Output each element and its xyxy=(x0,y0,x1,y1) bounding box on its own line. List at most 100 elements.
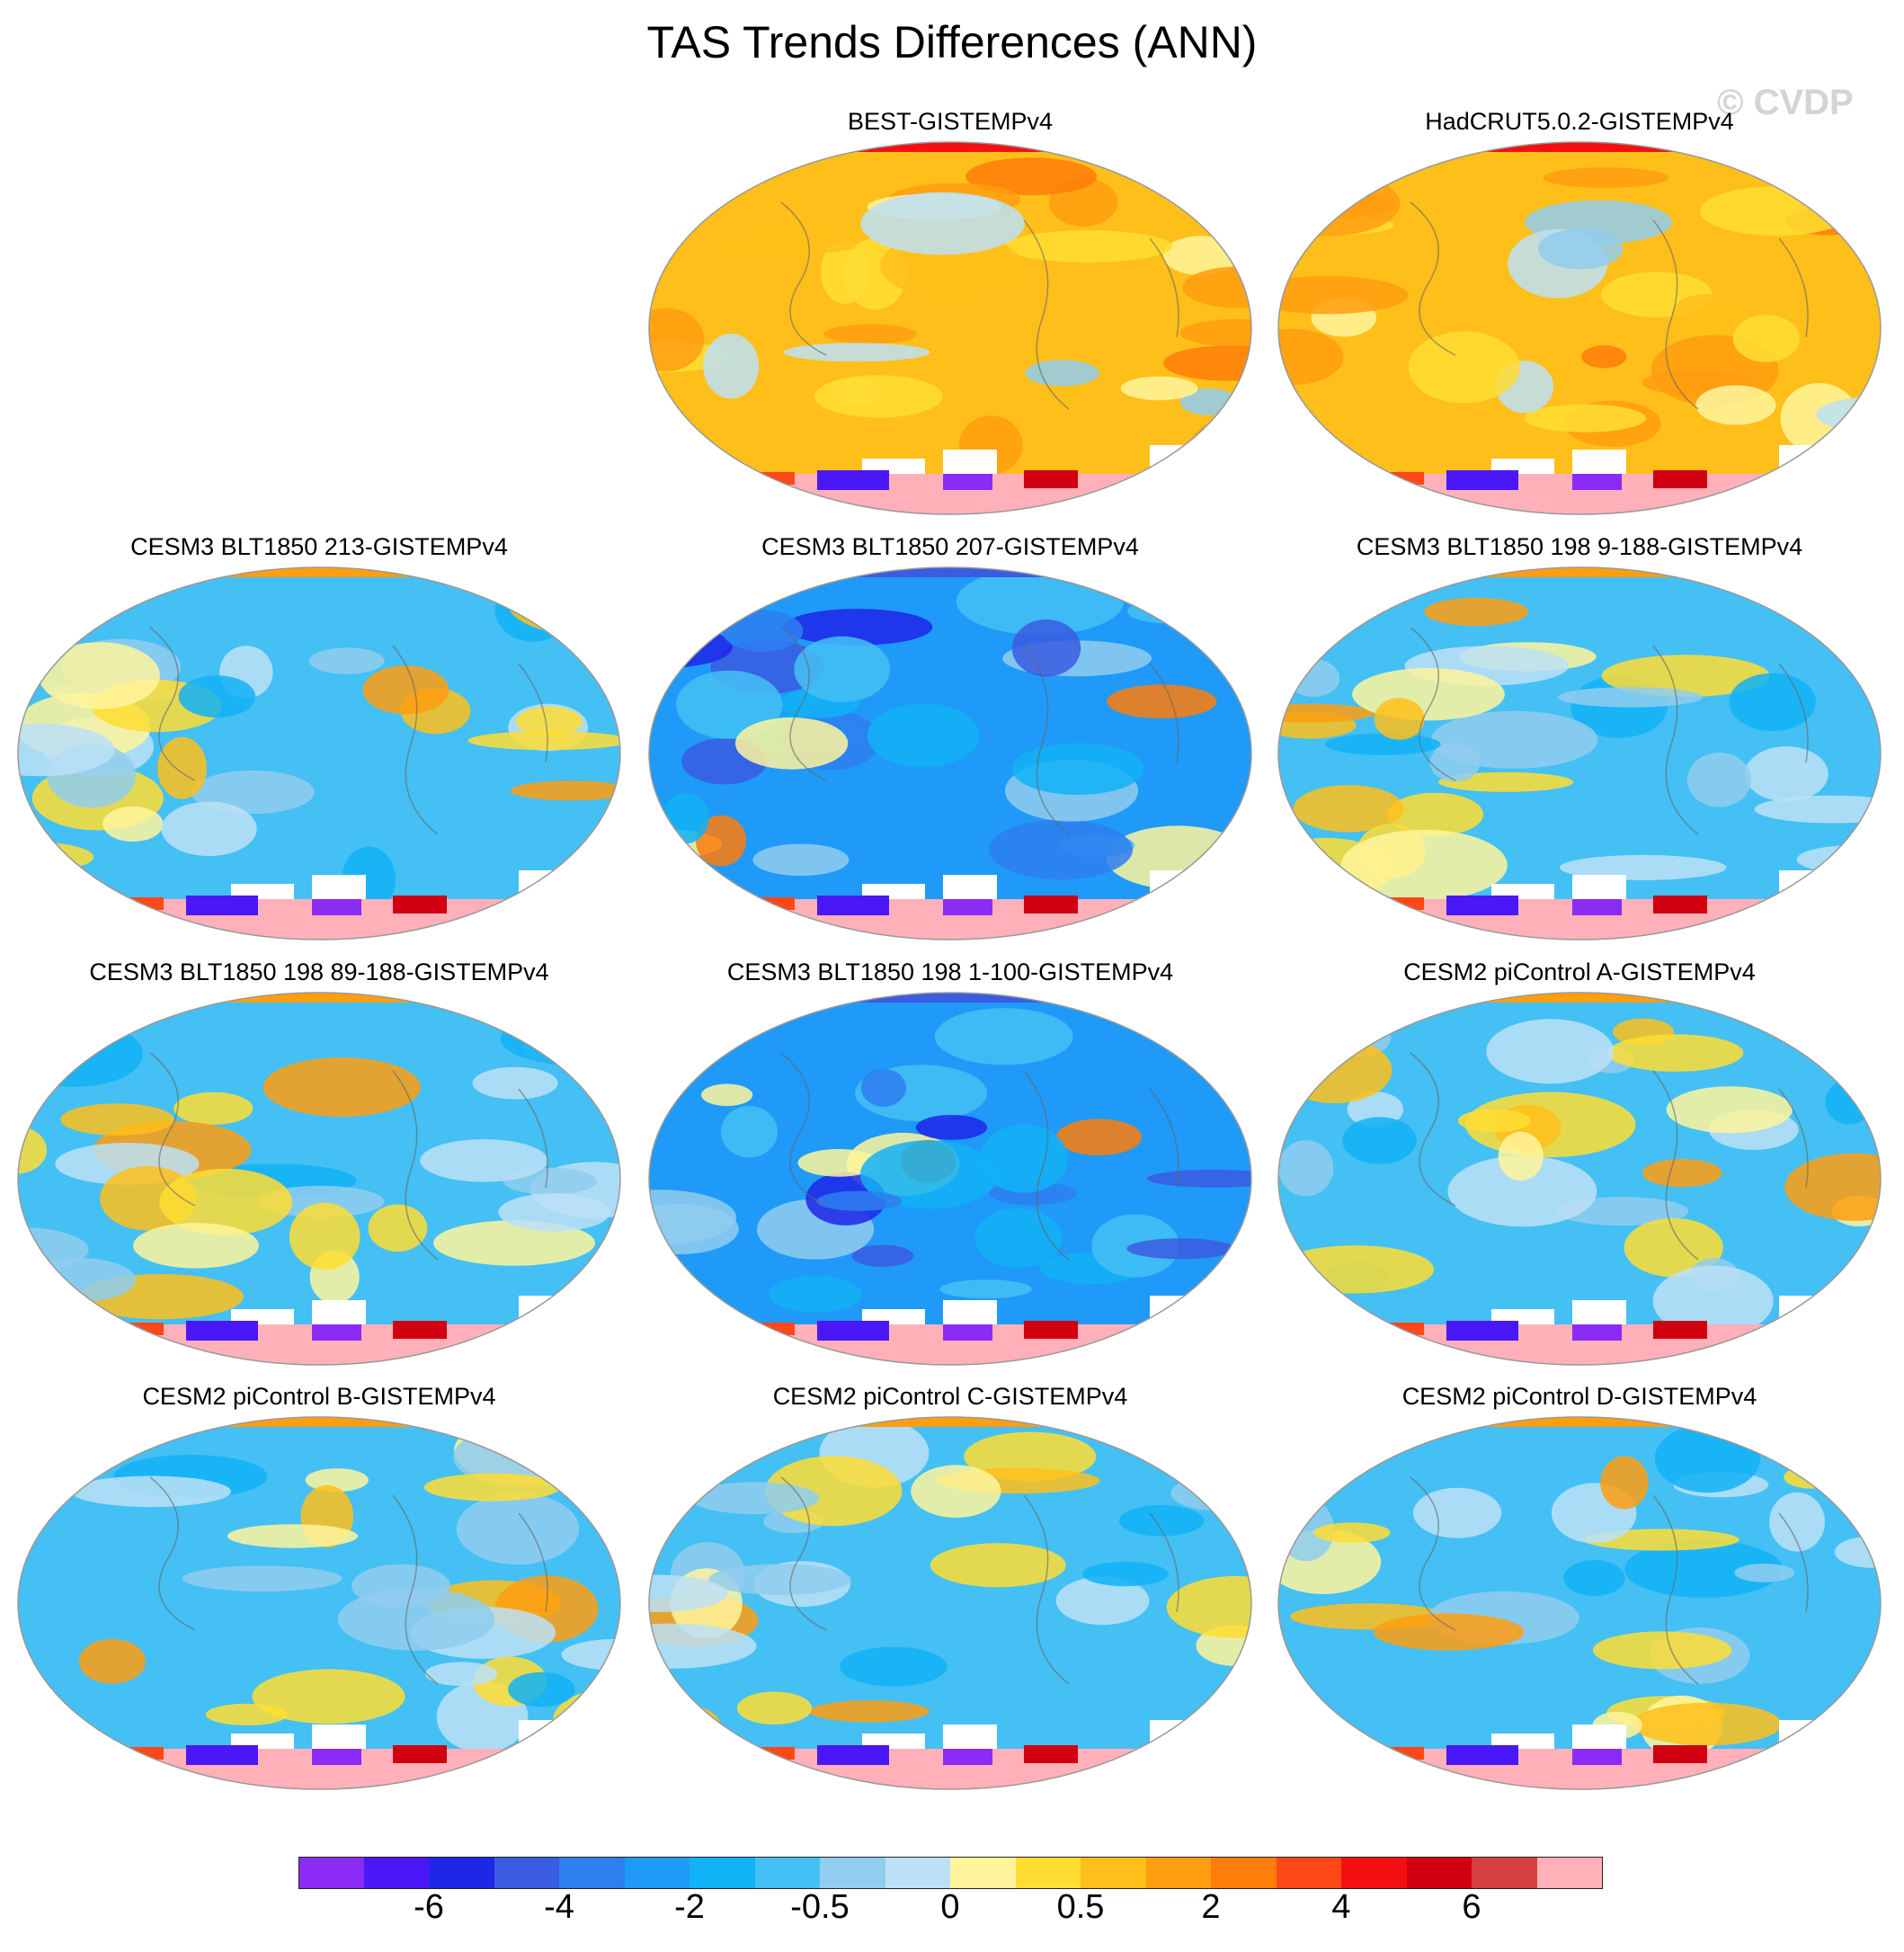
anomaly-patch xyxy=(736,1691,813,1725)
anomaly-patch xyxy=(859,1140,998,1209)
anomaly-patch xyxy=(1581,345,1627,369)
anomaly-patch xyxy=(1524,404,1646,432)
anomaly-patch xyxy=(1278,275,1409,315)
antarctic-anomaly xyxy=(186,1321,258,1341)
antarctic-anomaly xyxy=(1446,896,1518,915)
colorbar-box xyxy=(298,1857,365,1889)
antarctic-anomaly xyxy=(754,1323,795,1335)
anomaly-patch xyxy=(720,1106,778,1158)
coastline xyxy=(1410,1052,1809,1261)
coastline xyxy=(149,1052,548,1261)
antarctic-anomaly xyxy=(1653,1745,1707,1763)
anomaly-patch xyxy=(1352,668,1505,721)
antarctic-anomaly xyxy=(1024,1321,1078,1339)
anomaly-patch xyxy=(205,1703,289,1725)
anomaly-patch xyxy=(289,1202,360,1270)
anomaly-patch xyxy=(39,642,160,709)
anomaly-patch xyxy=(337,1588,495,1651)
anomaly-patch xyxy=(930,1543,1066,1588)
anomaly-patch xyxy=(1386,792,1484,836)
antarctic-anomaly xyxy=(1384,1323,1424,1335)
anomaly-patch xyxy=(734,717,849,770)
panel-title: CESM2 piControl A-GISTEMPv4 xyxy=(1403,958,1756,985)
anomaly-patch xyxy=(71,1475,231,1508)
missing-data-patch xyxy=(1150,445,1204,468)
colorbar-tick-label: 2 xyxy=(1201,1888,1221,1926)
anomaly-patch xyxy=(368,1204,428,1252)
antarctic-anomaly xyxy=(312,899,361,915)
arctic-band xyxy=(649,142,1251,152)
antarctic-anomaly xyxy=(186,1745,258,1765)
coastline xyxy=(780,201,1179,410)
global-trend-map xyxy=(1277,141,1882,515)
arctic-band xyxy=(1278,567,1881,577)
arctic-band xyxy=(649,1417,1251,1427)
map-outline xyxy=(1277,992,1882,1366)
antarctic-anomaly xyxy=(123,897,164,910)
anomaly-patch xyxy=(860,1068,906,1107)
panel-title: CESM3 BLT1850 198 9-188-GISTEMPv4 xyxy=(1356,533,1803,560)
map-outline xyxy=(17,1416,621,1790)
missing-data-patch xyxy=(519,1720,573,1743)
anomaly-patch xyxy=(1126,1238,1236,1260)
coastline xyxy=(149,627,548,835)
colorbar-box xyxy=(494,1857,559,1889)
anomaly-patch xyxy=(1429,743,1481,782)
colorbar-box xyxy=(1536,1857,1603,1889)
missing-data-patch xyxy=(1150,1720,1204,1743)
anomaly-patch xyxy=(1671,294,1741,337)
antarctic-anomaly xyxy=(943,1749,992,1765)
colorbar-box xyxy=(1472,1857,1537,1889)
anomaly-patch xyxy=(1486,1019,1615,1084)
anomaly-patch xyxy=(911,1465,1001,1518)
antarctic-anomaly xyxy=(1384,472,1424,485)
map-panel: HadCRUT5.0.2-GISTEMPv4 xyxy=(1269,108,1890,517)
missing-data-patch xyxy=(1150,1296,1204,1318)
anomaly-patch xyxy=(851,1244,914,1267)
map-outline xyxy=(1277,566,1882,940)
anomaly-patch xyxy=(1194,1439,1251,1502)
anomaly-patch xyxy=(676,670,783,739)
arctic-band xyxy=(18,993,620,1003)
anomaly-patch xyxy=(1825,1079,1873,1125)
colorbar-tick-label: 6 xyxy=(1462,1888,1481,1926)
anomaly-patch xyxy=(934,1008,1073,1065)
colorbar-box xyxy=(1406,1857,1472,1889)
anomaly-patch xyxy=(60,1103,174,1136)
colorbar-tick-label: -0.5 xyxy=(790,1888,850,1926)
anomaly-patch xyxy=(1166,1575,1251,1638)
anomaly-patch xyxy=(1695,385,1776,425)
anomaly-patch xyxy=(1025,360,1099,387)
anomaly-patch xyxy=(1686,753,1752,807)
anomaly-patch xyxy=(1056,1119,1142,1155)
anomaly-patch xyxy=(1120,376,1198,401)
anomaly-patch xyxy=(1498,1131,1544,1181)
panel-title: CESM2 piControl B-GISTEMPv4 xyxy=(142,1383,496,1410)
missing-data-patch xyxy=(519,870,573,893)
anomaly-patch xyxy=(816,1190,903,1211)
antarctic-anomaly xyxy=(1384,897,1424,910)
missing-data-patch xyxy=(943,450,997,477)
anomaly-patch xyxy=(1769,1492,1825,1552)
anomaly-patch xyxy=(1537,228,1624,270)
anomaly-patch xyxy=(662,793,709,844)
map-outline xyxy=(648,1416,1252,1790)
anomaly-patch xyxy=(510,780,620,801)
colorbar-tick-label: 0 xyxy=(940,1888,960,1926)
antarctic-anomaly xyxy=(1653,1321,1707,1339)
antarctic-anomaly xyxy=(393,896,447,914)
antarctic-anomaly xyxy=(393,1321,447,1339)
panel-title: CESM3 BLT1850 198 1-100-GISTEMPv4 xyxy=(726,958,1174,985)
panel-title: CESM2 piControl C-GISTEMPv4 xyxy=(772,1383,1128,1410)
coastline xyxy=(1410,1476,1809,1685)
anomaly-patch xyxy=(1373,1613,1525,1651)
anomaly-patch xyxy=(161,801,257,857)
coastline xyxy=(1410,201,1809,410)
anomaly-patch xyxy=(1118,1504,1205,1537)
anomaly-patch xyxy=(1732,315,1800,362)
map-panel: CESM2 piControl D-GISTEMPv4 xyxy=(1269,1383,1890,1792)
anomaly-patch xyxy=(649,1623,757,1669)
antarctic-anomaly xyxy=(1572,1324,1622,1341)
anomaly-patch xyxy=(797,1148,880,1177)
colorbar-box xyxy=(754,1857,820,1889)
